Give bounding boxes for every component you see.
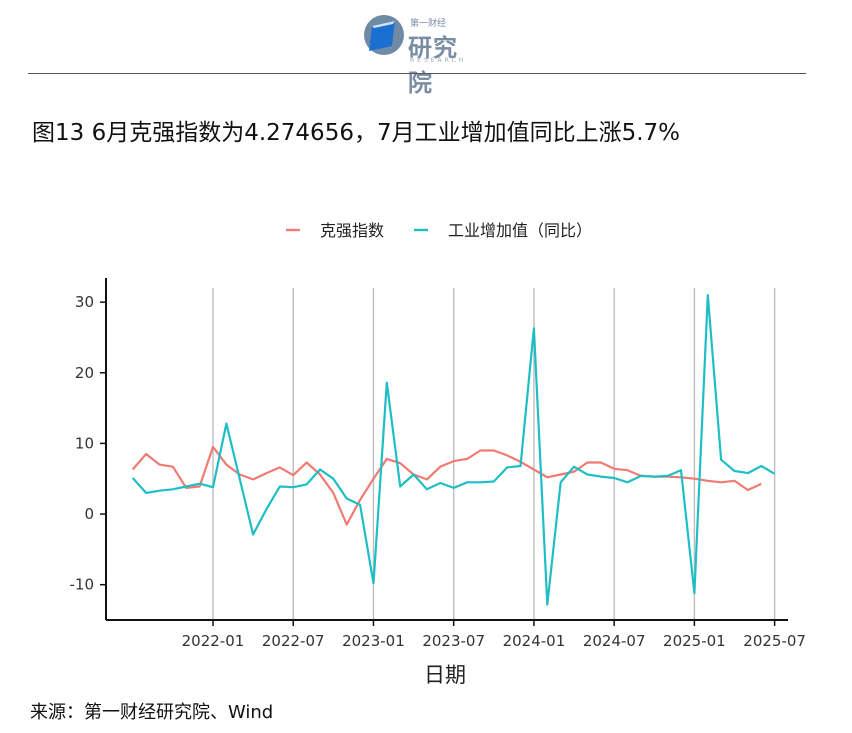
y-tick-label: -10: [70, 576, 95, 594]
figure-title: 图13 6月克强指数为4.274656，7月工业增加值同比上涨5.7%: [32, 120, 681, 146]
y-tick-label: 30: [75, 293, 94, 311]
chart-series: [131, 293, 776, 606]
source-note: 来源：第一财经研究院、Wind: [30, 702, 274, 723]
logo-emblem-icon: [364, 15, 404, 55]
logo-sub-text: RESEARCH: [410, 57, 467, 64]
chart-legend: 克强指数 工业增加值（同比）: [286, 221, 592, 240]
legend-label-2: 工业增加值（同比）: [448, 221, 592, 240]
logo-top-text: 第一财经: [410, 19, 447, 29]
x-axis-title: 日期: [424, 663, 466, 687]
x-tick-label: 2023-01: [342, 632, 405, 650]
y-tick-label: 0: [84, 505, 94, 523]
chart-axes: -10 0 10 20 30 2022-01 2022-07 2023-01 2023-07 20…: [70, 278, 806, 687]
line-chart: 克强指数 工业增加值（同比） -10 0 10 20 30 2022-01 2022-07 20…: [70, 221, 806, 687]
x-tick-label: 2025-01: [663, 632, 726, 650]
x-tick-label: 2022-01: [182, 632, 245, 650]
legend-label-1: 克强指数: [320, 221, 384, 240]
x-tick-label: 2025-07: [743, 632, 806, 650]
x-tick-label: 2022-07: [262, 632, 325, 650]
series-line-2: [131, 293, 776, 606]
header-divider: [28, 73, 806, 74]
x-tick-label: 2024-01: [503, 632, 566, 650]
y-tick-label: 20: [75, 364, 94, 382]
chart-grid: [212, 288, 776, 620]
report-header: 第一财经 研究院 RESEARCH: [0, 0, 852, 97]
y-tick-label: 10: [75, 434, 94, 452]
x-tick-label: 2024-07: [583, 632, 646, 650]
research-logo: 第一财经 研究院 RESEARCH: [362, 10, 482, 97]
x-tick-label: 2023-07: [422, 632, 485, 650]
